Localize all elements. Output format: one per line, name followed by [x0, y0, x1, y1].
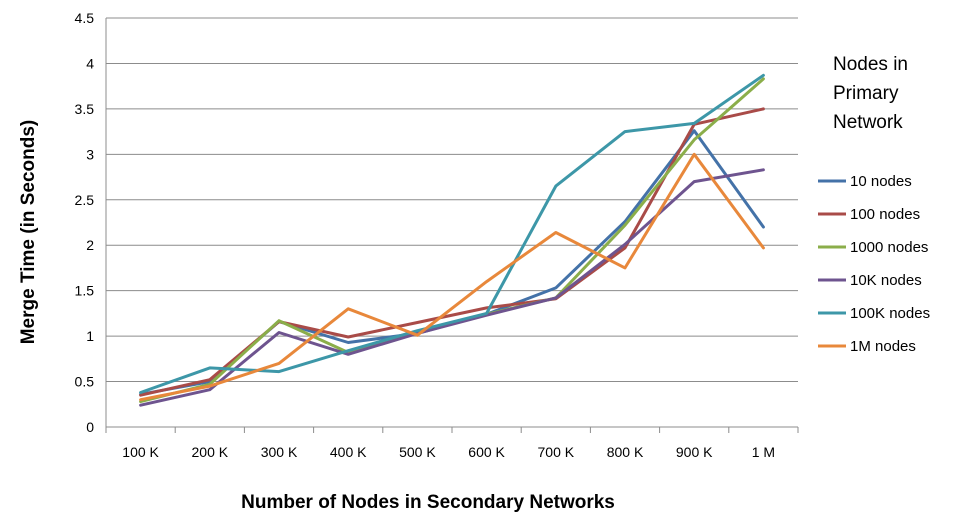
x-tick-label: 700 K [538, 444, 575, 460]
series-line-100k-nodes [139, 73, 765, 394]
series-line-100-nodes [139, 107, 765, 397]
legend-title-line: Network [833, 112, 903, 133]
series-line-1m-nodes [139, 152, 765, 402]
x-tick-label: 400 K [330, 444, 367, 460]
legend-title: Nodes in Primary Network [833, 54, 908, 133]
legend-label: 1M nodes [850, 338, 916, 355]
y-tick-label: 0 [86, 419, 94, 435]
y-tick-label: 2.5 [75, 192, 95, 208]
y-tick-label: 3.5 [75, 101, 95, 117]
y-tick-label: 3 [86, 146, 94, 162]
y-axis-title: Merge Time (in Seconds) [18, 120, 39, 345]
axes [105, 18, 799, 433]
x-tick-label: 1 M [752, 444, 775, 460]
y-tick-label: 1 [86, 328, 94, 344]
x-tick-label: 900 K [676, 444, 713, 460]
legend-label: 10K nodes [850, 272, 922, 289]
x-axis-title: Number of Nodes in Secondary Networks [241, 492, 615, 513]
x-tick-label: 800 K [607, 444, 644, 460]
y-tick-label: 1.5 [75, 283, 95, 299]
legend-label: 100K nodes [850, 305, 930, 322]
legend-label: 10 nodes [850, 173, 912, 190]
x-tick-label: 200 K [192, 444, 229, 460]
legend: Nodes in Primary Network 10 nodes 100 nodes… [818, 54, 930, 355]
y-tick-label: 2 [86, 237, 94, 253]
series-lines [139, 73, 765, 407]
legend-title-line: Primary [833, 83, 899, 104]
legend-items: 10 nodes 100 nodes 1000 nodes 10K nodes 100K… [818, 173, 930, 355]
y-tick-label: 4 [86, 55, 94, 71]
x-tick-label: 300 K [261, 444, 298, 460]
legend-title-line: Nodes in [833, 54, 908, 75]
y-tick-label: 4.5 [75, 10, 95, 26]
y-tick-labels: 0 0.5 1 1.5 2 2.5 3 3.5 4 4.5 [75, 10, 95, 435]
x-tick-labels: 100 K 200 K 300 K 400 K 500 K 600 K 700 K 800 K… [122, 444, 775, 460]
legend-label: 100 nodes [850, 206, 920, 223]
x-tick-label: 100 K [122, 444, 159, 460]
gridlines [106, 17, 798, 383]
x-tick-label: 500 K [399, 444, 436, 460]
y-tick-label: 0.5 [75, 374, 95, 390]
x-tick-label: 600 K [468, 444, 505, 460]
legend-label: 1000 nodes [850, 239, 928, 256]
